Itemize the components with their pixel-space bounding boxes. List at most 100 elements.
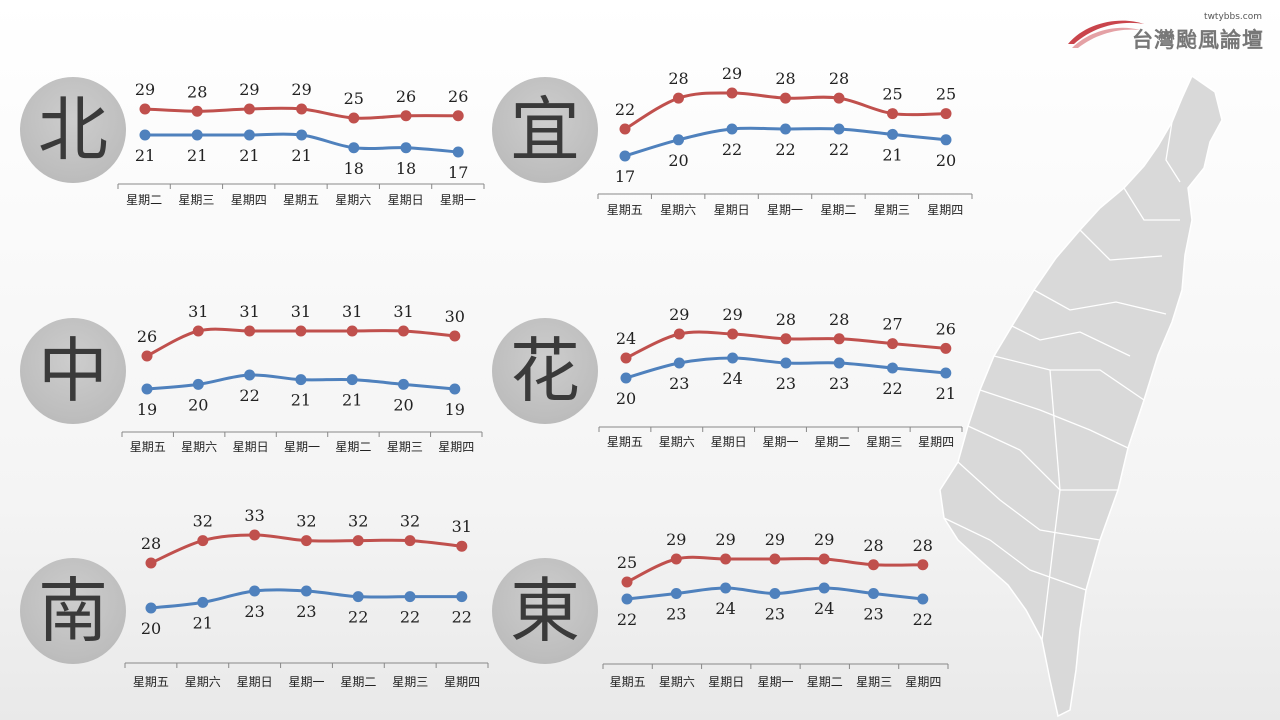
data-point — [456, 540, 468, 552]
data-point — [404, 535, 416, 547]
x-tick-label: 星期五 — [283, 193, 319, 207]
data-label: 23 — [244, 602, 264, 621]
x-tick-label: 星期六 — [659, 435, 695, 449]
data-point — [673, 134, 684, 146]
data-point — [887, 362, 898, 374]
x-tick-label: 星期三 — [866, 435, 902, 449]
x-tick-label: 星期五 — [133, 675, 169, 689]
data-point — [619, 150, 631, 162]
x-tick-label: 星期四 — [444, 675, 480, 689]
data-label: 20 — [668, 151, 688, 170]
data-point — [243, 103, 255, 115]
data-point — [780, 357, 792, 369]
data-point — [868, 588, 879, 599]
data-label: 29 — [814, 530, 834, 549]
region-circle-south: 南 — [20, 558, 126, 664]
data-point — [145, 557, 157, 569]
data-label: 20 — [393, 395, 413, 414]
data-label: 22 — [829, 140, 849, 159]
data-point — [621, 593, 633, 605]
data-point — [818, 582, 830, 594]
data-point — [249, 529, 261, 541]
x-tick-label: 星期四 — [231, 193, 267, 207]
data-label: 29 — [765, 530, 785, 549]
data-point — [449, 330, 461, 342]
data-point — [673, 328, 685, 340]
data-point — [192, 378, 204, 390]
data-label: 30 — [445, 307, 465, 326]
data-point — [404, 591, 416, 603]
x-tick-label: 星期三 — [874, 203, 910, 217]
region-circle-north: 北 — [20, 77, 126, 183]
data-point — [244, 369, 256, 381]
data-label: 21 — [291, 391, 311, 410]
data-point — [352, 591, 364, 603]
data-label: 26 — [448, 87, 468, 106]
data-point — [868, 559, 879, 571]
data-point — [780, 333, 792, 345]
data-point — [145, 602, 157, 614]
data-label: 23 — [666, 605, 686, 624]
data-label: 28 — [863, 536, 883, 555]
data-label: 29 — [722, 305, 742, 324]
data-label: 19 — [137, 400, 157, 419]
x-tick-label: 星期四 — [918, 435, 954, 449]
data-point — [192, 325, 204, 337]
data-point — [720, 582, 732, 594]
data-point — [295, 374, 307, 386]
data-label: 17 — [448, 163, 468, 182]
data-point — [249, 585, 261, 597]
data-point — [296, 103, 308, 115]
data-label: 28 — [141, 534, 161, 553]
data-point — [197, 596, 209, 608]
data-label: 19 — [445, 400, 465, 419]
data-point — [727, 328, 739, 340]
data-point — [398, 378, 409, 390]
data-label: 18 — [396, 159, 416, 178]
data-label: 28 — [829, 69, 849, 88]
region-label-yilan: 宜 — [510, 89, 580, 171]
data-label: 23 — [776, 374, 796, 393]
data-label: 31 — [452, 517, 472, 536]
data-point — [917, 559, 929, 571]
data-point — [243, 129, 255, 141]
data-label: 21 — [291, 146, 311, 165]
data-label: 21 — [882, 145, 902, 164]
data-label: 21 — [187, 146, 207, 165]
data-label: 28 — [187, 82, 207, 101]
data-label: 23 — [829, 374, 849, 393]
data-point — [940, 342, 952, 354]
data-point — [917, 593, 929, 605]
data-label: 23 — [669, 374, 689, 393]
x-tick-label: 星期二 — [126, 193, 162, 207]
data-point — [780, 123, 791, 135]
data-label: 29 — [666, 530, 686, 549]
x-tick-label: 星期六 — [181, 440, 217, 454]
data-label: 33 — [244, 506, 264, 525]
taiwan-map — [939, 74, 1223, 718]
site-logo[interactable]: twtybbs.com 台灣颱風論壇 — [1066, 10, 1266, 52]
x-tick-label: 星期三 — [178, 193, 214, 207]
data-point — [139, 129, 151, 141]
data-point — [348, 142, 360, 154]
data-point — [295, 325, 307, 337]
data-point — [673, 92, 684, 104]
data-label: 20 — [188, 395, 208, 414]
x-tick-label: 星期六 — [659, 675, 695, 689]
data-label: 25 — [344, 89, 364, 108]
x-tick-label: 星期五 — [130, 440, 166, 454]
data-point — [398, 325, 409, 337]
data-label: 29 — [722, 64, 742, 83]
data-label: 28 — [829, 310, 849, 329]
data-label: 25 — [882, 85, 902, 104]
data-point — [296, 129, 308, 141]
x-tick-label: 星期五 — [610, 675, 646, 689]
data-label: 25 — [936, 85, 956, 104]
data-label: 22 — [452, 608, 472, 627]
region-circle-central: 中 — [20, 318, 126, 424]
